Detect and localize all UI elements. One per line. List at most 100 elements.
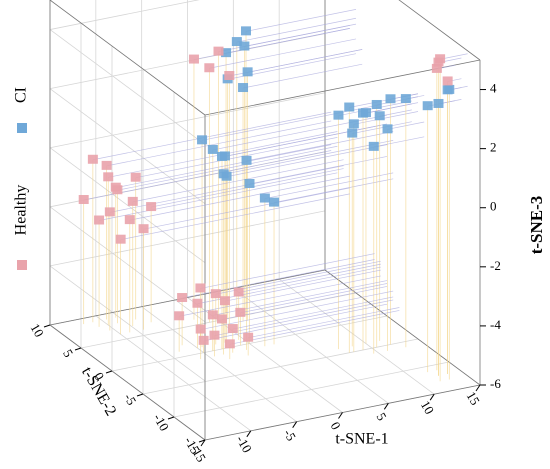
y-tick-label: 10 (28, 321, 47, 340)
projection-line (373, 136, 425, 148)
box-edge (398, 0, 481, 61)
point (78, 195, 89, 205)
point (127, 196, 138, 206)
point (344, 102, 355, 112)
projection-line (135, 137, 338, 179)
z-tick-label: -4 (490, 317, 501, 332)
grid-line (278, 278, 435, 395)
point (435, 54, 446, 64)
projection-line (352, 121, 412, 134)
tick-mark (136, 393, 144, 397)
point (382, 124, 393, 134)
point (217, 314, 227, 324)
grid-line (95, 315, 252, 432)
tick-mark (475, 384, 481, 392)
point (360, 108, 371, 118)
projection-line (129, 175, 350, 221)
tick-mark (74, 347, 82, 351)
box-edge (49, 0, 206, 116)
projection-line (223, 140, 394, 175)
x-tick-label: -10 (233, 433, 255, 456)
projection-line (224, 124, 381, 157)
z-tick-label: 0 (490, 199, 497, 214)
x-tick-label: 10 (418, 398, 437, 417)
tick-mark (200, 439, 206, 447)
point (87, 154, 98, 164)
point (242, 67, 253, 77)
point (221, 171, 232, 181)
point (227, 324, 238, 334)
grid-line (49, 29, 206, 145)
point (130, 172, 141, 182)
point (269, 197, 280, 207)
tick-mark (292, 421, 298, 428)
point (103, 172, 114, 182)
projection-line (229, 310, 400, 345)
projection-line (246, 131, 394, 162)
x-tick-label: 15 (464, 389, 483, 408)
projection-line (106, 120, 332, 167)
legend-swatch (17, 260, 27, 270)
point (347, 128, 358, 138)
point (101, 160, 112, 170)
projection-line (248, 307, 400, 339)
point (235, 307, 246, 317)
tick-mark (105, 370, 113, 374)
point (224, 71, 235, 81)
projection-line (209, 38, 357, 69)
point (124, 215, 135, 225)
point (104, 207, 115, 217)
grid-line (49, 0, 200, 30)
box-edge (49, 324, 206, 441)
projection-line (245, 9, 357, 32)
point (207, 310, 218, 320)
projection-line (115, 144, 332, 189)
point (243, 332, 254, 342)
grid-line (173, 361, 450, 418)
z-tick-label: 4 (490, 81, 497, 96)
projection-line (117, 145, 338, 191)
point (210, 289, 221, 299)
y-tick-label: -10 (150, 411, 172, 434)
point (371, 99, 382, 109)
projection-line (353, 111, 419, 125)
point (177, 293, 188, 303)
grid-line (49, 265, 206, 382)
projection-line (226, 144, 388, 178)
point (213, 46, 224, 56)
grid-line (49, 88, 206, 204)
projection-line (143, 187, 350, 230)
projection-line (240, 283, 388, 314)
point (385, 94, 396, 104)
tick-mark (383, 403, 389, 410)
point (198, 335, 209, 345)
point (110, 182, 121, 192)
point (174, 311, 185, 321)
tick-mark (246, 430, 252, 438)
point (207, 144, 218, 154)
z-tick-label: 2 (490, 140, 497, 155)
projection-line (242, 63, 363, 89)
projection-line (83, 150, 332, 201)
x-tick-label: -5 (281, 426, 299, 443)
projection-line (249, 156, 388, 185)
point (224, 339, 235, 349)
projection-line (120, 193, 350, 241)
projection-line (273, 178, 394, 203)
legend-label: Healthy (13, 185, 30, 236)
point (146, 202, 157, 212)
projection-line (214, 299, 394, 337)
z-tick-label: -6 (490, 376, 501, 391)
y-tick-label: 5 (60, 347, 76, 360)
grid-line (49, 210, 326, 267)
point (219, 151, 230, 161)
point (195, 324, 206, 334)
tick-mark (167, 416, 175, 420)
point (433, 98, 444, 108)
projection-line (365, 103, 412, 114)
point (197, 135, 208, 145)
grid-line (141, 306, 297, 422)
point (233, 287, 244, 297)
point (192, 298, 203, 308)
tick-mark (198, 439, 206, 443)
